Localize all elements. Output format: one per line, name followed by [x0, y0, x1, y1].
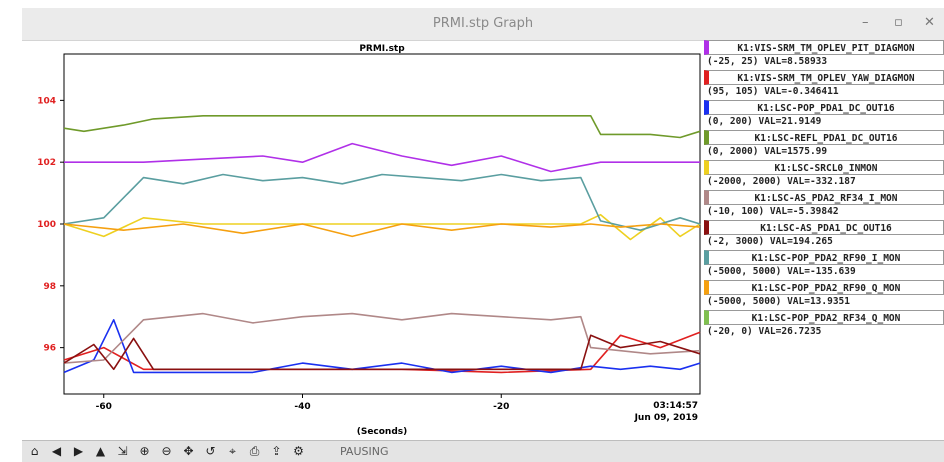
zoom-out-icon[interactable]: ⊖: [161, 444, 172, 458]
legend-entry-value: (-5000, 5000) VAL=-135.639: [707, 266, 856, 277]
legend-entry-value: (-10, 100) VAL=-5.39842: [707, 206, 839, 217]
chart-legend: K1:VIS-SRM_TM_OPLEV_PIT_DIAGMON (-25, 25)…: [704, 40, 944, 340]
legend-entry-value: (-20, 0) VAL=26.7235: [707, 326, 822, 337]
close-icon[interactable]: ✕: [924, 15, 935, 30]
fit-icon[interactable]: ⇲: [117, 444, 128, 458]
legend-entry-name[interactable]: K1:LSC-AS_PDA2_RF34_I_MON: [704, 190, 944, 205]
up-icon[interactable]: ▲: [95, 444, 106, 458]
y-tick-label: 102: [37, 158, 56, 168]
y-tick-label: 100: [37, 220, 56, 230]
series-line-6: [63, 312, 701, 364]
y-tick-label: 104: [37, 96, 56, 106]
chart-area: PRMI.stp 96 98 100 102 104 -60 -40 -20 03:14:5…: [22, 40, 702, 440]
legend-entry-value: (-5000, 5000) VAL=13.9351: [707, 296, 850, 307]
chart-title: PRMI.stp: [359, 44, 405, 54]
legend-entry-name[interactable]: K1:LSC-POP_PDA2_RF34_Q_MON: [704, 310, 944, 325]
timestamp-date: Jun 09, 2019: [634, 413, 698, 423]
x-axis: -60 -40 -20: [96, 394, 509, 412]
series-line-9: [63, 223, 701, 238]
cursor-icon[interactable]: ⌖: [229, 444, 236, 458]
print-icon[interactable]: ⎙: [249, 444, 260, 458]
home-icon[interactable]: ⌂: [30, 444, 39, 458]
plot-toolbar: PAUSING ⌂ ◀ ▶ ▲ ⇲ ⊕ ⊖ ✥ ↺ ⌖ ⎙ ⇪ ⚙: [22, 440, 944, 462]
y-tick-label: 96: [43, 344, 56, 354]
status-text: PAUSING: [340, 445, 389, 458]
zoom-in-icon[interactable]: ⊕: [139, 444, 150, 458]
series-line-4: [63, 115, 701, 139]
x-tick-label: -20: [493, 402, 509, 412]
legend-entry-name[interactable]: K1:LSC-POP_PDA1_DC_OUT16: [704, 100, 944, 115]
x-axis-label: (Seconds): [357, 427, 408, 437]
legend-entry-name[interactable]: K1:LSC-REFL_PDA1_DC_OUT16: [704, 130, 944, 145]
legend-entry-value: (-2, 3000) VAL=194.265: [707, 236, 833, 247]
reset-icon[interactable]: ↺: [205, 444, 216, 458]
legend-entry-value: (0, 2000) VAL=1575.99: [707, 146, 828, 157]
legend-entry-value: (-25, 25) VAL=8.58933: [707, 56, 828, 67]
export-icon[interactable]: ⇪: [271, 444, 282, 458]
legend-entry-name[interactable]: K1:VIS-SRM_TM_OPLEV_PIT_DIAGMON: [704, 40, 944, 55]
series-line-3: [63, 318, 701, 374]
series-line-8: [63, 173, 701, 231]
back-icon[interactable]: ◀: [51, 444, 62, 458]
forward-icon[interactable]: ▶: [73, 444, 84, 458]
settings-icon[interactable]: ⚙: [293, 444, 304, 458]
legend-entry-name[interactable]: K1:LSC-POP_PDA2_RF90_I_MON: [704, 250, 944, 265]
legend-entry-name[interactable]: K1:LSC-SRCL0_INMON: [704, 160, 944, 175]
timestamp-time: 03:14:57: [653, 401, 698, 411]
minimize-icon[interactable]: –: [862, 15, 869, 30]
window-title: PRMI.stp Graph: [432, 16, 534, 31]
x-tick-label: -40: [294, 402, 310, 412]
y-axis: 96 98 100 102 104: [37, 96, 64, 354]
legend-entry-name[interactable]: K1:LSC-AS_PDA1_DC_OUT16: [704, 220, 944, 235]
series-lines: [63, 115, 701, 374]
legend-entry-name[interactable]: K1:LSC-POP_PDA2_RF90_Q_MON: [704, 280, 944, 295]
legend-entry-value: (0, 200) VAL=21.9149: [707, 116, 822, 127]
series-line-7: [63, 334, 701, 371]
pan-icon[interactable]: ✥: [183, 444, 194, 458]
series-line-1: [64, 142, 700, 173]
legend-entry-value: (-2000, 2000) VAL=-332.187: [707, 176, 856, 187]
x-tick-label: -60: [96, 402, 112, 412]
legend-entry-name[interactable]: K1:VIS-SRM_TM_OPLEV_YAW_DIAGMON: [704, 70, 944, 85]
y-tick-label: 98: [43, 282, 56, 292]
line-chart: PRMI.stp 96 98 100 102 104 -60 -40 -20 03:14:5…: [37, 44, 701, 437]
legend-entry-value: (95, 105) VAL=-0.346411: [707, 86, 839, 97]
window-titlebar: PRMI.stp Graph – ▫ ✕: [22, 8, 944, 41]
maximize-icon[interactable]: ▫: [894, 15, 903, 30]
